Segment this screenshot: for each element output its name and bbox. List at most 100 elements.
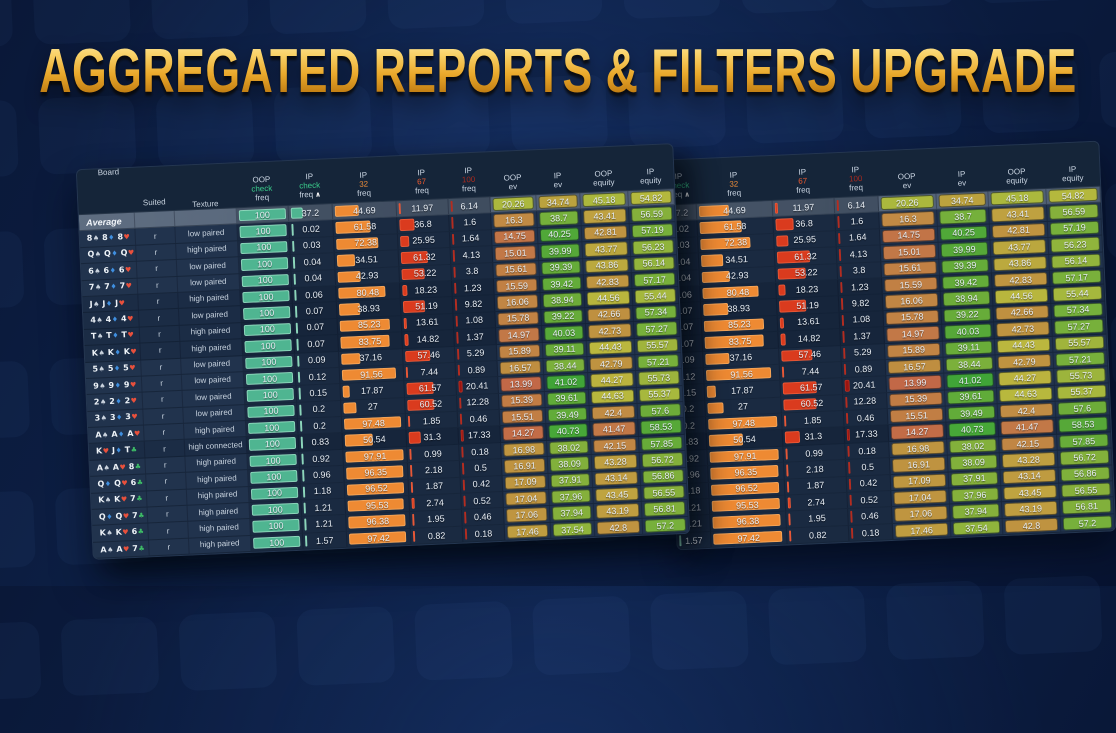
freq-bar xyxy=(342,386,350,398)
cell-suited: r xyxy=(141,358,182,375)
suit-d-icon: ♦ xyxy=(114,349,121,356)
cell-ip-ev: 38.09 xyxy=(548,455,593,472)
cell-texture: high paired xyxy=(189,536,252,554)
freq-bar xyxy=(780,317,785,329)
bg-tile xyxy=(268,0,367,35)
cell-ip32: 91.56 xyxy=(340,365,405,383)
cell-oop-eq: 43.86 xyxy=(991,254,1050,272)
board-card: 7♣ xyxy=(130,495,143,504)
cell-oop-eq: 43.41 xyxy=(581,208,630,225)
average-label: Average xyxy=(86,216,122,228)
board-card: 7♣ xyxy=(132,511,145,520)
freq-bar xyxy=(463,479,465,490)
cell-ip-ev: 39.42 xyxy=(540,275,585,292)
suit-d-icon: ♦ xyxy=(114,366,121,373)
cell-oop-eq: 41.47 xyxy=(590,420,639,437)
cell-ip-check: 1.18 xyxy=(301,482,346,499)
cell-ip32: 61.58 xyxy=(333,218,398,236)
cell-oop-eq: 42.83 xyxy=(584,273,633,290)
suit-h-icon: ♥ xyxy=(131,398,138,405)
suit-s-icon: ♠ xyxy=(97,334,104,341)
column-header-board[interactable]: Board xyxy=(77,168,135,214)
cell-suited: r xyxy=(148,506,189,523)
cell-oop-eq: 42.66 xyxy=(993,304,1052,322)
cell-texture: low paired xyxy=(177,257,240,275)
board-card: K♥ xyxy=(114,496,127,505)
cell-oop-eq: 45.18 xyxy=(580,191,629,208)
freq-bar xyxy=(295,306,297,317)
cell-texture: low paired xyxy=(179,306,242,324)
board-card: T♥ xyxy=(121,331,134,340)
sort-ascending-icon: ∧ xyxy=(684,191,690,198)
cell-ip67: 11.97 xyxy=(773,198,836,216)
column-header-texture[interactable]: Texture xyxy=(173,163,237,210)
cell-oop-eq: 42.4 xyxy=(998,402,1057,420)
cell-ip32: 95.53 xyxy=(345,496,410,514)
column-header-suited[interactable]: Suited xyxy=(133,166,175,212)
cell-ip100: 6.14 xyxy=(835,196,880,213)
freq-bar xyxy=(775,203,779,215)
cell-ip-ev: 34.74 xyxy=(536,193,581,210)
cell-oop-ev: 17.04 xyxy=(503,490,550,507)
cell-ip100: 1.6 xyxy=(449,214,492,231)
freq-bar xyxy=(839,249,841,260)
freq-bar xyxy=(843,347,845,358)
cell-ip-check: 0.92 xyxy=(299,450,344,467)
board-card: 8♥ xyxy=(117,233,130,242)
cell-ip-ev: 39.49 xyxy=(546,406,591,423)
page-title: AGGREGATED REPORTS & FILTERS UPGRADE xyxy=(28,34,1088,107)
cell-ip100: 3.8 xyxy=(837,262,882,279)
cell-oop-eq: 44.27 xyxy=(996,369,1055,387)
cell-ip-ev: 37.96 xyxy=(949,486,1002,504)
freq-bar xyxy=(399,219,414,231)
freq-bar xyxy=(844,380,849,392)
board-card: A♠ xyxy=(97,464,110,473)
cell-ip100: 0.52 xyxy=(847,491,892,508)
cell-ip100: 4.13 xyxy=(451,246,494,263)
cell-ip-eq: 57.19 xyxy=(1048,219,1103,237)
cell-ip67: 2.74 xyxy=(785,493,848,511)
suit-c-icon: ♣ xyxy=(138,529,145,536)
board-card: A♥ xyxy=(116,545,129,554)
cell-ip100: 1.37 xyxy=(840,327,885,344)
cell-oop-check: 100 xyxy=(251,533,304,551)
cell-ip-ev: 38.94 xyxy=(941,290,994,308)
freq-bar xyxy=(291,224,293,235)
cell-ip-eq: 56.14 xyxy=(1049,252,1104,270)
cell-suited: r xyxy=(136,244,177,261)
cell-oop-ev: 17.09 xyxy=(503,474,550,491)
cell-ip-check: 0.83 xyxy=(299,433,344,450)
cell-oop-check: 100 xyxy=(241,304,294,322)
freq-bar xyxy=(296,339,298,350)
cell-oop-ev: 17.09 xyxy=(891,472,950,490)
cell-oop-ev: 15.89 xyxy=(885,341,944,359)
cell-ip67: 53.22 xyxy=(399,265,452,283)
cell-ip67: 0.99 xyxy=(407,445,460,463)
board-card: A♥ xyxy=(113,463,126,472)
freq-bar xyxy=(452,234,454,245)
cell-oop-ev: 15.51 xyxy=(888,407,947,425)
freq-bar xyxy=(413,531,415,542)
freq-bar xyxy=(301,437,303,448)
cell-oop-eq: 42.73 xyxy=(994,320,1053,338)
cell-ip100: 9.82 xyxy=(839,295,884,312)
cell-board: Q♦Q♥7♣ xyxy=(92,507,149,525)
cell-ip67: 1.87 xyxy=(409,477,462,495)
cell-ip-check: 0.07 xyxy=(294,319,339,336)
